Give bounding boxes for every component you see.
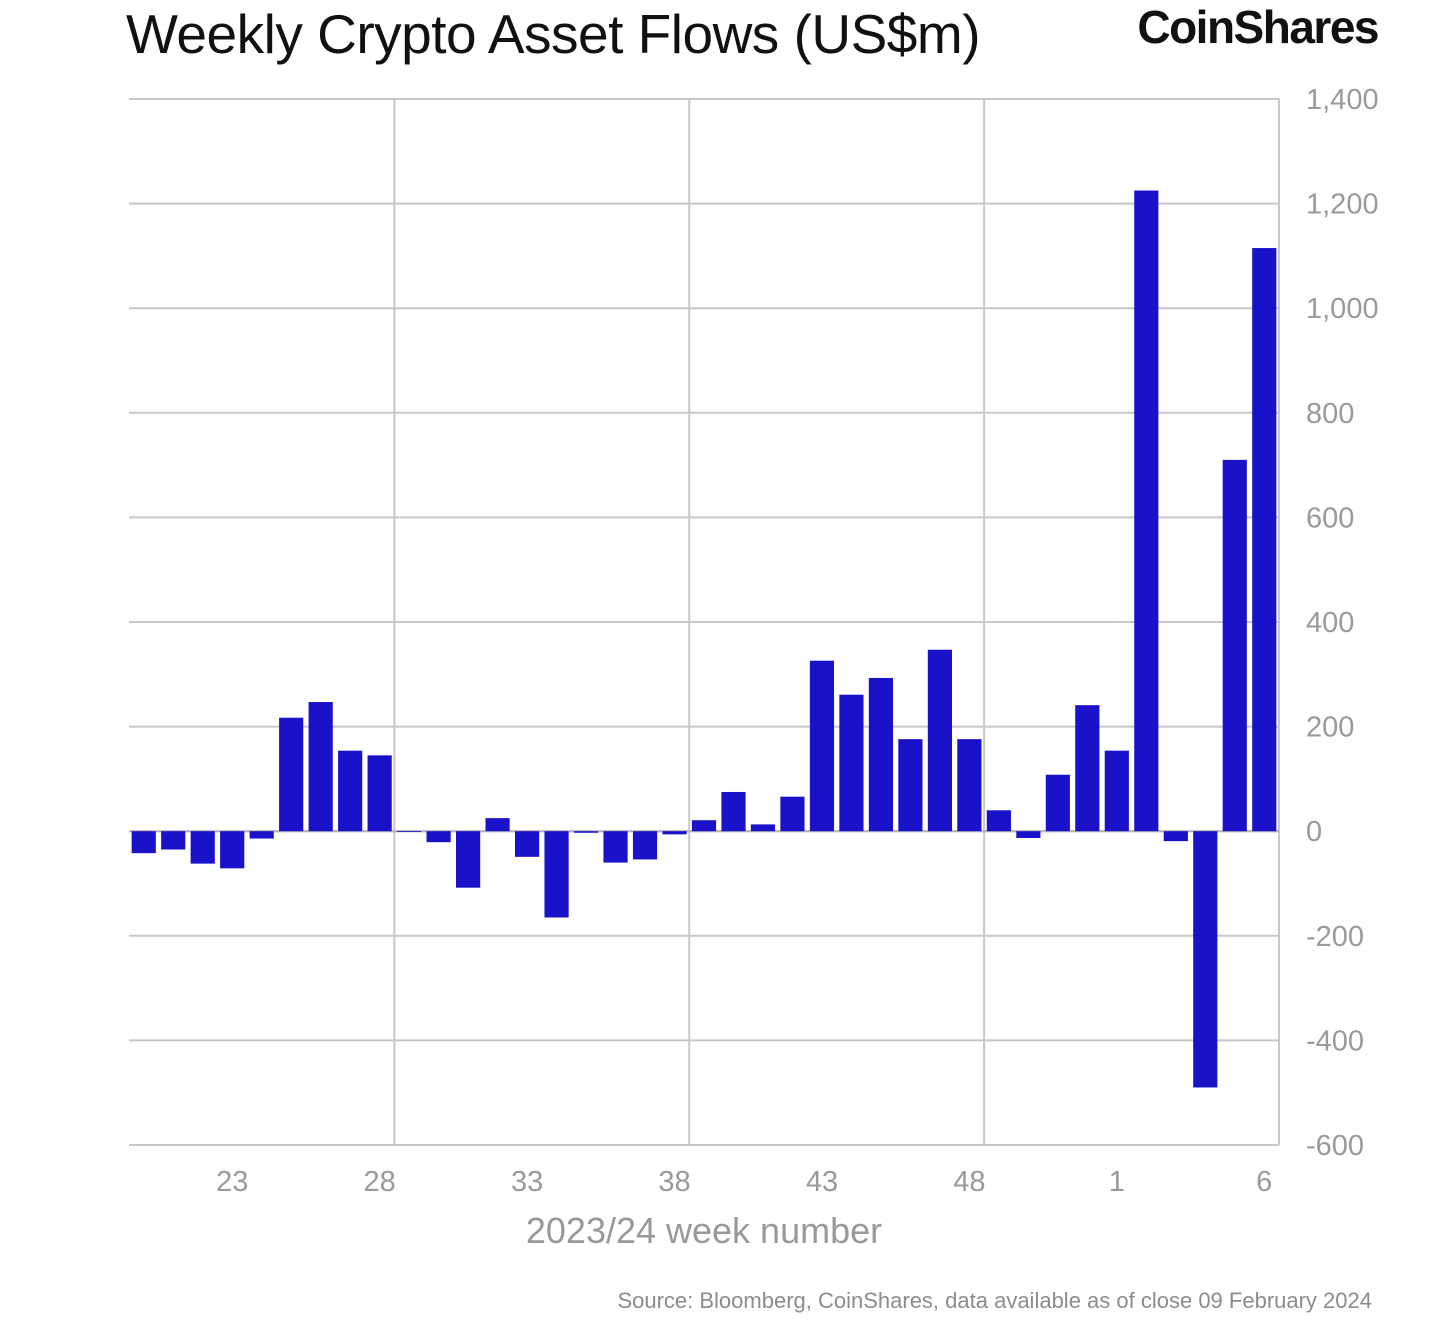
bar-week-30 <box>426 831 451 843</box>
bar-series <box>131 190 1277 1088</box>
y-tick-label: 600 <box>1306 502 1354 534</box>
bar-week-41 <box>750 824 776 832</box>
y-tick-label: 1,200 <box>1306 189 1379 221</box>
bar-week-2 <box>1134 190 1159 832</box>
x-axis-label: 2023/24 week number <box>526 1210 882 1251</box>
bar-week-37 <box>632 831 658 860</box>
bar-week-51 <box>1045 774 1070 832</box>
x-tick-label: 6 <box>1256 1166 1272 1198</box>
brand-logo: CoinShares <box>1137 1 1379 53</box>
chart-title: Weekly Crypto Asset Flows (US$m) <box>126 3 981 65</box>
x-tick-label: 33 <box>511 1166 543 1198</box>
y-tick-label: 1,400 <box>1306 84 1379 116</box>
bar-week-20 <box>131 831 156 854</box>
bar-week-28 <box>367 755 392 832</box>
bar-week-5 <box>1222 459 1247 832</box>
bar-week-49 <box>986 810 1011 832</box>
bar-week-25 <box>279 717 304 832</box>
y-tick-label: -400 <box>1306 1025 1364 1057</box>
bar-week-3 <box>1163 831 1188 842</box>
bar-week-45 <box>868 677 894 832</box>
y-tick-label: -200 <box>1306 921 1364 953</box>
bar-week-48 <box>957 739 982 832</box>
bar-week-26 <box>308 702 333 832</box>
x-tick-label: 28 <box>364 1166 396 1198</box>
bar-week-52 <box>1075 705 1100 832</box>
bar-week-50 <box>1016 831 1041 838</box>
y-tick-labels: 1,400 1,200 1,000 800 600 400 200 0 -200 -400 -600 <box>1306 84 1379 1162</box>
source-note: Source: Bloomberg, CoinShares, data avai… <box>617 1288 1372 1313</box>
y-tick-label: -600 <box>1306 1130 1364 1162</box>
y-tick-label: 200 <box>1306 712 1354 744</box>
bar-week-35 <box>573 831 599 833</box>
x-tick-label: 23 <box>216 1166 248 1198</box>
y-tick-label: 400 <box>1306 607 1354 639</box>
bar-week-36 <box>603 831 628 863</box>
x-tick-label: 48 <box>953 1166 985 1198</box>
grid-lines <box>129 98 1280 1146</box>
bar-week-43 <box>809 660 835 832</box>
y-tick-label: 800 <box>1306 398 1354 430</box>
bar-week-4 <box>1193 831 1218 1088</box>
bar-week-31 <box>456 831 481 888</box>
bar-week-46 <box>898 739 923 832</box>
bar-week-47 <box>927 649 952 832</box>
bar-week-27 <box>338 750 363 832</box>
bar-week-40 <box>721 791 746 832</box>
bar-week-1 <box>1104 750 1129 832</box>
x-tick-labels: 23 28 33 38 43 48 1 6 <box>216 1166 1272 1198</box>
bar-week-23 <box>220 831 245 869</box>
x-tick-label: 38 <box>658 1166 690 1198</box>
bar-week-34 <box>544 831 569 918</box>
y-tick-label: 0 <box>1306 816 1322 848</box>
bar-week-38 <box>662 831 687 835</box>
y-tick-label: 1,000 <box>1306 293 1379 325</box>
x-tick-label: 1 <box>1109 1166 1125 1198</box>
bar-week-44 <box>839 694 864 832</box>
bar-week-29 <box>397 831 422 832</box>
bar-week-22 <box>190 831 215 864</box>
bar-week-42 <box>780 796 805 832</box>
bar-week-6 <box>1252 248 1277 832</box>
bar-week-21 <box>161 831 186 850</box>
bar-week-32 <box>485 818 510 832</box>
bar-week-39 <box>691 820 717 832</box>
x-tick-label: 43 <box>806 1166 838 1198</box>
bar-week-24 <box>249 831 274 839</box>
bar-week-33 <box>514 831 540 857</box>
